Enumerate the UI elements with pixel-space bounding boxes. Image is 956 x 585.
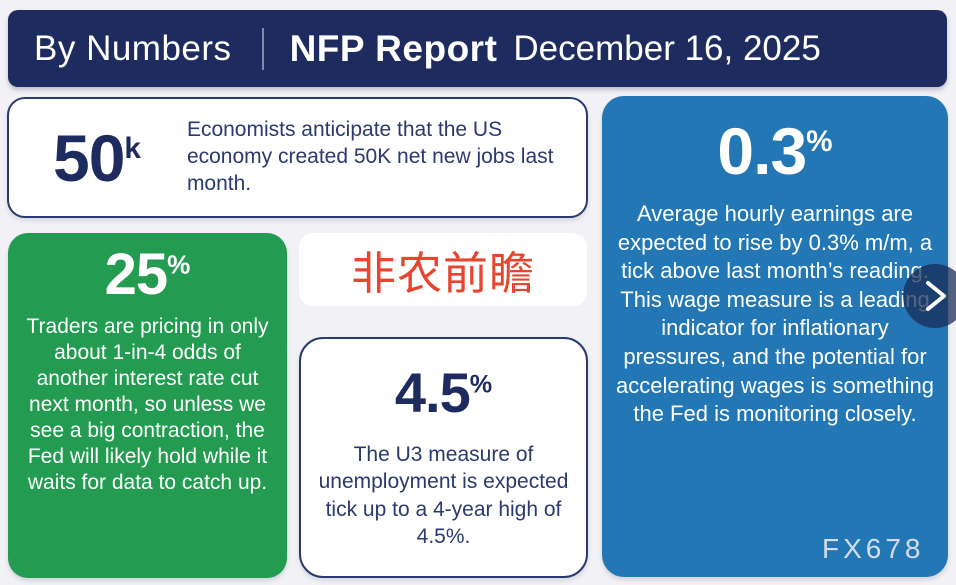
card-preview-label: 非农前瞻 bbox=[299, 233, 587, 306]
earnings-unit: % bbox=[806, 125, 833, 158]
card-jobs-forecast: 50k Economists anticipate that the US ec… bbox=[7, 97, 588, 218]
preview-label-text: 非农前瞻 bbox=[350, 248, 535, 299]
jobs-description: Economists anticipate that the US econom… bbox=[186, 118, 554, 195]
header-brand: By Numbers bbox=[34, 28, 232, 68]
carousel-next-button[interactable] bbox=[903, 264, 956, 328]
jobs-unit: k bbox=[124, 131, 141, 165]
card-unemployment: 4.5% The U3 measure of unemployment is e… bbox=[299, 337, 588, 578]
chevron-right-icon bbox=[921, 279, 949, 313]
earnings-value: 0.3% bbox=[717, 114, 833, 188]
card-rate-cut-odds: 25% Traders are pricing in only about 1-… bbox=[8, 233, 287, 578]
header-divider bbox=[261, 27, 264, 70]
header-date: December 16, 2025 bbox=[513, 28, 821, 68]
rate-cut-value: 25% bbox=[104, 242, 191, 307]
earnings-description: Average hourly earnings are expected to … bbox=[616, 201, 934, 427]
header-title: NFP Report bbox=[289, 27, 498, 69]
header-bar: By Numbers NFP Report December 16, 2025 bbox=[8, 10, 947, 87]
card-hourly-earnings: 0.3% Average hourly earnings are expecte… bbox=[602, 96, 948, 577]
rate-cut-unit: % bbox=[167, 249, 191, 280]
jobs-value: 50k bbox=[53, 120, 141, 195]
unemployment-description: The U3 measure of unemployment is expect… bbox=[318, 443, 569, 548]
watermark-fx678: FX678 bbox=[822, 533, 925, 564]
rate-cut-description: Traders are pricing in only about 1-in-4… bbox=[26, 315, 269, 495]
unemployment-unit: % bbox=[469, 370, 493, 399]
unemployment-value: 4.5% bbox=[394, 361, 493, 424]
